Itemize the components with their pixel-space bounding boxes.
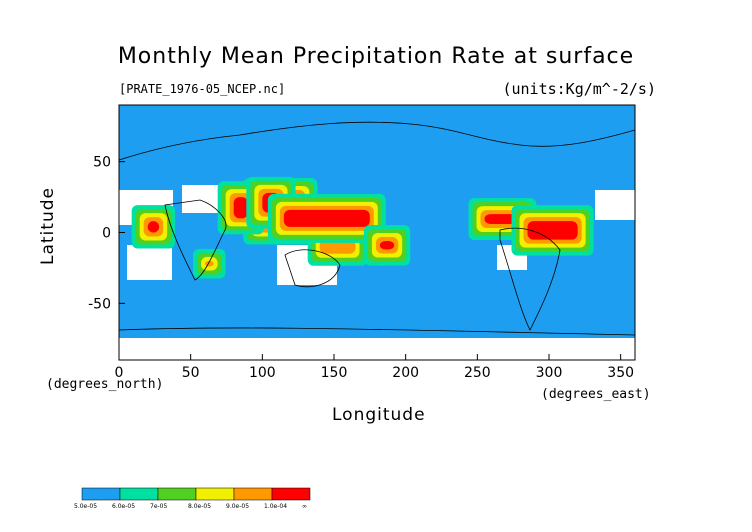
- colorbar-swatch: [81, 487, 121, 501]
- colorbar-label: 6.0e-05: [112, 503, 136, 510]
- x-tick-label: 350: [607, 365, 634, 381]
- colorbar-label: 5.0e-05: [74, 503, 98, 510]
- x-tick-label: 150: [321, 365, 348, 381]
- colorbar-label: 1.0e-04: [264, 503, 288, 510]
- y-tick-label: 0: [102, 226, 111, 242]
- coastlines: [119, 121, 635, 336]
- precip-regions: [131, 176, 594, 279]
- y-unit-label: (degrees_north): [46, 377, 164, 392]
- chart-subtitle: [PRATE_1976-05_NCEP.nc]: [119, 82, 286, 96]
- y-tick-label: 50: [93, 155, 111, 171]
- colorbar-swatch: [119, 487, 159, 501]
- x-tick-label: 50: [182, 365, 200, 381]
- colorbar-label: 7e-05: [150, 503, 168, 510]
- colorbar-label: 8.0e-05: [188, 503, 212, 510]
- x-unit-label: (degrees_east): [541, 387, 651, 402]
- y-axis: 50 0 -50: [88, 155, 125, 312]
- colorbar: [81, 487, 311, 501]
- y-axis-label: Latitude: [38, 187, 58, 265]
- colorbar-swatch: [157, 487, 197, 501]
- x-tick-label: 250: [464, 365, 491, 381]
- precip-region: [484, 214, 521, 224]
- precip-region: [283, 209, 370, 227]
- x-tick-label: 100: [249, 365, 276, 381]
- units-label: (units:Kg/m^-2/s): [502, 80, 656, 98]
- x-axis-label: Longitude: [332, 405, 426, 425]
- x-tick-label: 200: [392, 365, 419, 381]
- plot-area: [119, 105, 635, 360]
- y-tick-label: -50: [88, 296, 111, 312]
- precip-region: [147, 221, 160, 233]
- x-tick-label: 300: [536, 365, 563, 381]
- x-axis: 0 50 100 150 200 250 300 350: [115, 354, 634, 381]
- chart-title: Monthly Mean Precipitation Rate at surfa…: [117, 44, 635, 69]
- colorbar-label: ∞: [302, 503, 307, 510]
- colorbar-label: 9.0e-05: [226, 503, 250, 510]
- precip-region: [319, 239, 356, 254]
- precip-region: [233, 197, 248, 219]
- colorbar-swatch: [233, 487, 273, 501]
- precip-region: [527, 221, 578, 240]
- colorbar-swatch: [195, 487, 235, 501]
- colorbar-swatch: [271, 487, 311, 501]
- precip-region: [379, 241, 395, 250]
- x-tick-label: 0: [115, 365, 124, 381]
